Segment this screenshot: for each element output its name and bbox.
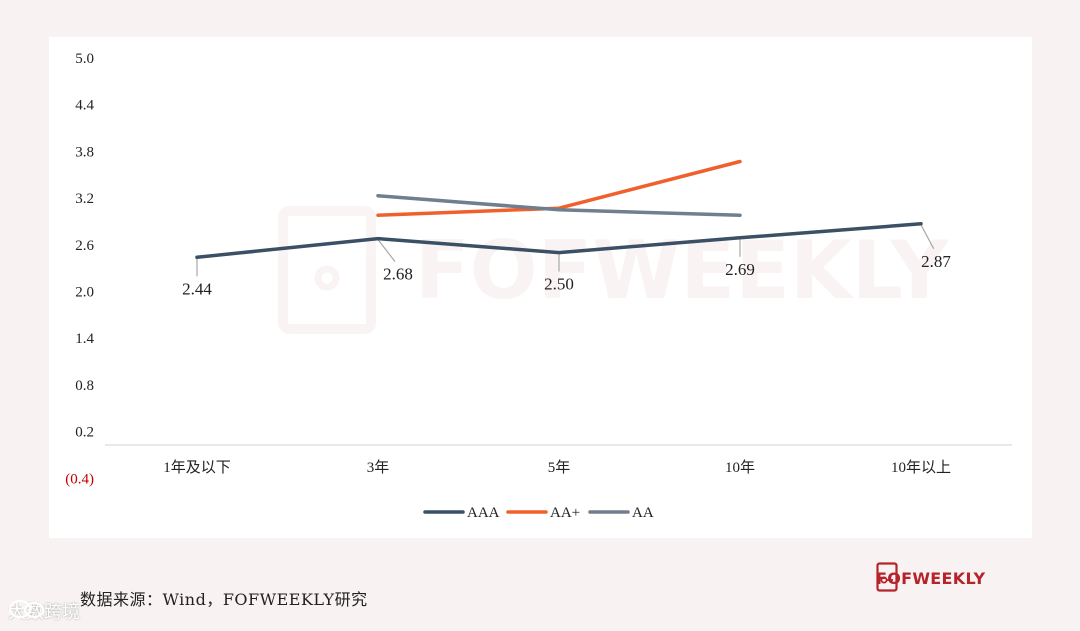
data-label: 2.50 bbox=[544, 275, 574, 294]
chart-panel bbox=[49, 37, 1032, 538]
watermark-text: FOFWEEKLY bbox=[415, 224, 949, 317]
x-tick-label: 10年 bbox=[725, 459, 755, 476]
y-tick-label: 2.6 bbox=[75, 238, 94, 254]
series-line-aaa bbox=[195, 222, 923, 260]
y-axis-ticks: 5.0 4.4 3.8 3.2 2.6 2.0 1.4 0.8 0.2 (0.4) bbox=[65, 51, 94, 487]
y-tick-label: 0.8 bbox=[75, 378, 94, 394]
fofweekly-logo-icon bbox=[876, 562, 898, 592]
data-label: 2.87 bbox=[921, 252, 951, 271]
brand-logo: FOFWEEKLY bbox=[876, 562, 985, 594]
y-tick-label: 3.8 bbox=[75, 144, 94, 160]
data-label-leaders bbox=[196, 224, 935, 277]
wechat-icon bbox=[9, 600, 44, 618]
y-tick-label: (0.4) bbox=[65, 471, 94, 487]
wechat-watermark: 大数跨境 bbox=[8, 598, 80, 624]
x-axis-ticks: 1年及以下 3年 5年 10年 10年以上 bbox=[163, 459, 951, 476]
brand-name: FOFWEEKLY bbox=[876, 568, 986, 588]
x-tick-label: 5年 bbox=[548, 459, 571, 476]
y-tick-label: 1.4 bbox=[75, 331, 94, 347]
data-label: 2.69 bbox=[725, 260, 755, 279]
y-tick-label: 0.2 bbox=[75, 425, 94, 441]
legend-label: AA+ bbox=[550, 505, 580, 521]
x-tick-label: 3年 bbox=[367, 459, 390, 476]
series-lines bbox=[195, 159, 923, 260]
series-line-aa-plus bbox=[376, 159, 742, 217]
x-tick-label: 10年以上 bbox=[891, 459, 951, 476]
y-tick-label: 2.0 bbox=[75, 285, 94, 301]
y-tick-label: 4.4 bbox=[75, 98, 94, 114]
data-labels: 2.44 2.68 2.50 2.69 2.87 bbox=[182, 252, 951, 298]
data-label: 2.68 bbox=[383, 265, 413, 284]
legend-label: AAA bbox=[467, 505, 500, 521]
legend: AAA AA+ AA bbox=[423, 505, 654, 521]
y-tick-label: 5.0 bbox=[75, 51, 94, 67]
series-line-aa bbox=[376, 194, 742, 217]
source-note: 数据来源：Wind，FOFWEEKLY研究 bbox=[80, 590, 368, 609]
x-tick-label: 1年及以下 bbox=[163, 459, 231, 476]
data-label-leader bbox=[377, 239, 396, 262]
watermark-logo: FOFWEEKLY bbox=[278, 206, 949, 334]
y-tick-label: 3.2 bbox=[75, 191, 94, 207]
data-label-leader bbox=[920, 224, 935, 250]
data-label: 2.44 bbox=[182, 279, 212, 298]
legend-label: AA bbox=[632, 505, 654, 521]
